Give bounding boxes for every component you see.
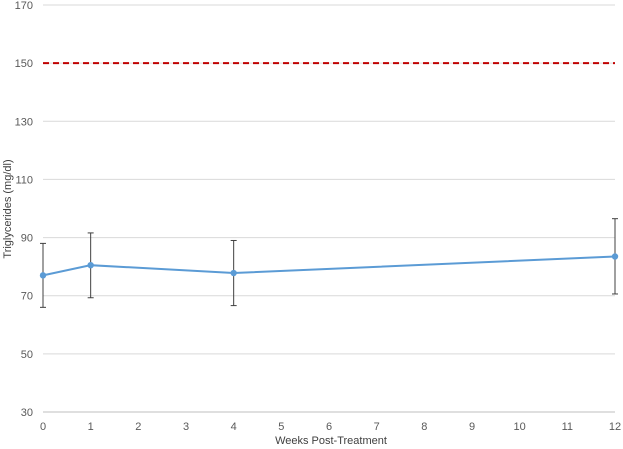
x-tick-label: 5 [278,421,284,433]
x-axis-title: Weeks Post-Treatment [275,435,387,447]
y-tick-label: 150 [15,58,33,70]
series-line [42,255,616,277]
x-tick-label: 1 [88,421,94,433]
y-tick-label: 50 [21,349,33,361]
y-tick-label: 170 [15,0,33,12]
y-tick-label: 30 [21,407,33,419]
y-gridlines [43,4,615,355]
y-axis-title: Triglycerides (mg/dl) [2,159,14,258]
data-points [39,253,619,279]
x-tick-label: 2 [135,421,141,433]
x-tick-label: 12 [609,421,621,433]
y-tick-labels: 30 50 70 90 110 130 150 170 [15,0,33,419]
y-tick-label: 90 [21,233,33,245]
data-point [611,253,619,260]
data-point [230,269,237,277]
y-tick-label: 130 [15,116,33,128]
error-bars [40,218,618,308]
x-tick-label: 8 [421,421,427,433]
x-tick-label: 9 [469,421,475,433]
x-tick-label: 6 [326,421,332,433]
x-tick-label: 4 [231,421,237,433]
x-tick-label: 10 [514,421,526,433]
y-tick-label: 70 [21,291,33,303]
x-tick-label: 0 [40,421,46,433]
y-tick-label: 110 [15,174,33,186]
x-tick-label: 11 [562,421,573,433]
x-tick-label: 3 [183,421,189,433]
series-lines [42,255,616,277]
data-point [87,261,94,269]
x-tick-labels: 0 1 2 3 4 5 6 7 8 9 10 11 12 [40,421,621,433]
data-point [39,272,47,279]
x-tick-label: 7 [374,421,380,433]
